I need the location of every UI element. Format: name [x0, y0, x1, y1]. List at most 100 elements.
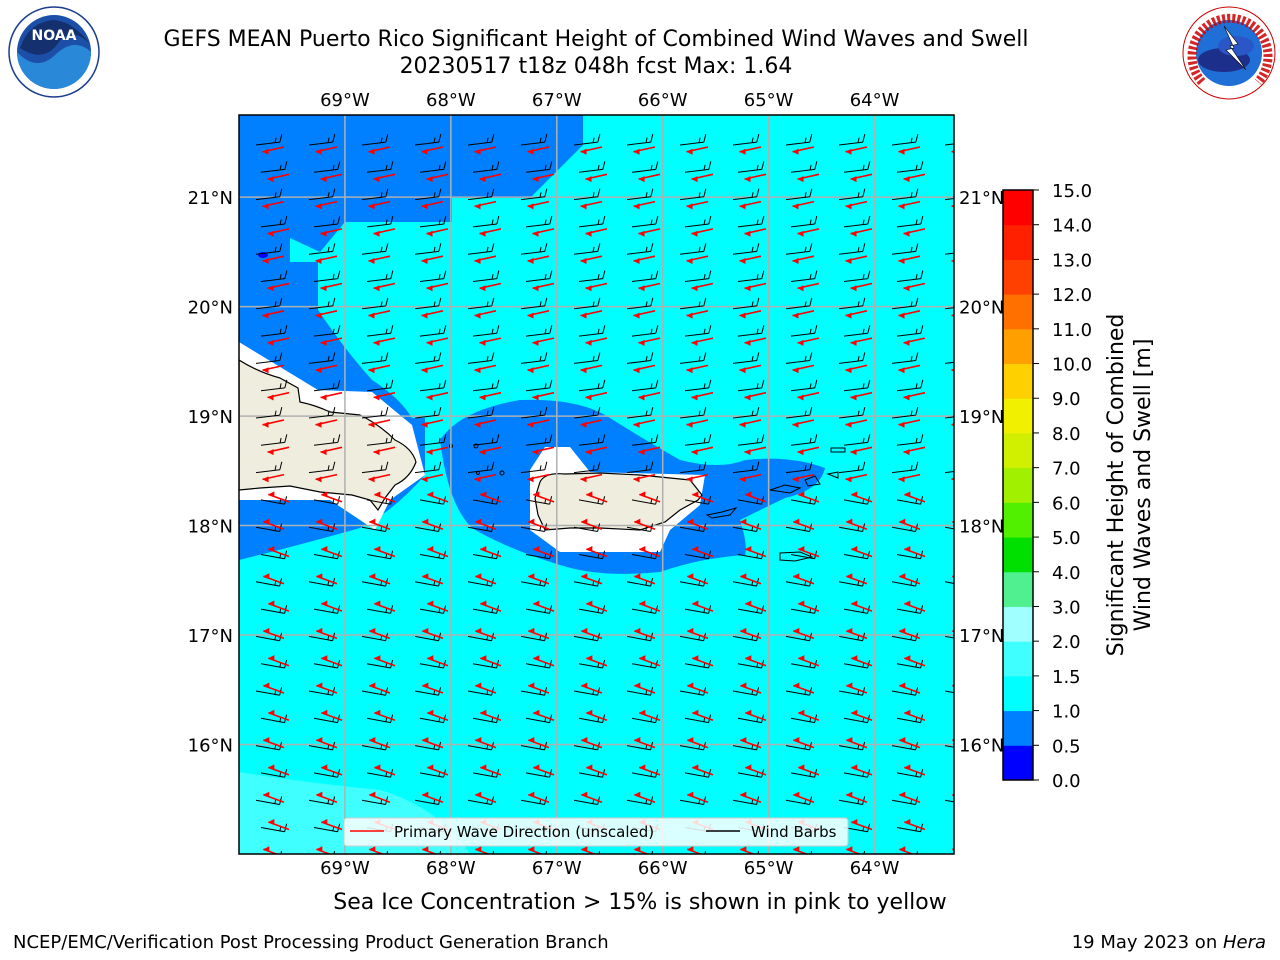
colorbar-tick: 12.0 [1052, 285, 1092, 306]
wind-barb [843, 215, 871, 228]
wave-arrow [798, 491, 820, 503]
wave-arrow [527, 419, 550, 428]
colorbar-tick: 0.5 [1052, 736, 1081, 757]
wave-arrow [479, 282, 502, 292]
wind-barb [737, 215, 765, 228]
wave-arrow [369, 682, 391, 694]
wave-arrow [580, 255, 603, 265]
forecast-subtitle: 20230517 t18z 048h fcst Max: 1.64 [399, 54, 793, 79]
wave-arrow [373, 228, 396, 237]
wave-arrow [262, 364, 285, 374]
lat-label: 18°N [188, 517, 233, 538]
wind-barb [255, 297, 283, 310]
wave-arrow [586, 655, 608, 667]
wave-arrow [638, 391, 661, 401]
wave-arrow [422, 846, 438, 854]
colorbar-tick: 4.0 [1052, 563, 1081, 584]
colorbar-segment [1003, 259, 1033, 295]
wave-arrow [527, 200, 550, 210]
wind-barb [896, 379, 924, 392]
wave-arrow [638, 282, 661, 292]
wind-barb [361, 243, 389, 255]
wave-arrow [846, 518, 868, 530]
wind-barb [573, 188, 601, 201]
wind-barb [525, 270, 553, 282]
latitude-labels-left: 21°N 20°N 19°N 18°N 17°N 16°N [188, 188, 233, 756]
wave-arrow [315, 419, 338, 428]
lat-label: 16°N [188, 736, 233, 757]
wind-barb [838, 134, 866, 146]
wind-barb [414, 407, 442, 419]
wave-arrow [581, 737, 603, 749]
wave-arrow [691, 282, 714, 292]
wave-arrow [268, 818, 290, 831]
wave-arrow [527, 364, 550, 374]
wave-arrow [903, 391, 926, 401]
wave-arrow [373, 173, 396, 183]
wave-arrow [581, 846, 597, 854]
wind-barb [520, 188, 548, 201]
wave-arrow [267, 173, 290, 183]
wind-barb [414, 188, 442, 201]
wave-arrow [426, 228, 449, 237]
lon-label: 64°W [850, 858, 900, 879]
colorbar-segment [1003, 537, 1033, 573]
wave-arrow [421, 200, 444, 210]
colorbar-tick: 5.0 [1052, 528, 1081, 549]
wave-arrow [533, 764, 555, 776]
wave-arrow [634, 573, 656, 585]
lon-label: 66°W [638, 90, 688, 111]
wind-barb [472, 325, 500, 337]
lon-label: 68°W [426, 90, 476, 111]
wind-barb [891, 461, 919, 474]
colorbar-segment [1003, 467, 1033, 503]
wave-arrow [263, 518, 285, 530]
wave-arrow [952, 684, 954, 687]
lon-label: 67°W [532, 90, 582, 111]
wind-barb [540, 850, 548, 854]
wind-barb [361, 297, 389, 310]
wave-arrow [633, 200, 656, 210]
wind-barb [573, 461, 601, 474]
lat-label: 17°N [188, 626, 233, 647]
wave-arrow [422, 791, 444, 803]
wave-arrow [321, 709, 343, 722]
wave-arrow [320, 228, 343, 237]
wave-arrow [744, 337, 767, 346]
colorbar-tick: 0.0 [1052, 771, 1081, 792]
wave-arrow [691, 391, 714, 401]
wave-arrow [744, 228, 767, 237]
lat-label: 17°N [959, 626, 1004, 647]
wave-arrow [739, 255, 762, 265]
wave-arrow [745, 655, 767, 667]
wave-arrow [639, 764, 661, 776]
wind-barb [313, 161, 341, 173]
wave-arrow [374, 600, 396, 612]
wave-arrow [797, 337, 820, 346]
wave-arrow [368, 473, 391, 483]
wind-barb [467, 297, 495, 310]
wave-arrow [580, 364, 603, 374]
wind-barb [434, 850, 442, 854]
wave-arrow [321, 600, 343, 612]
lon-label: 69°W [320, 858, 370, 879]
wind-barb [785, 352, 813, 364]
wind-barb [366, 379, 394, 392]
wave-arrow [792, 473, 815, 483]
wind-barb [732, 243, 760, 255]
wind-barb [737, 270, 765, 282]
wave-arrow [585, 446, 608, 456]
wind-barb [414, 461, 442, 474]
wave-arrow [528, 627, 550, 640]
wave-arrow [686, 364, 709, 374]
wave-arrow [585, 228, 608, 237]
wave-arrow [792, 364, 815, 374]
wind-barb [260, 215, 288, 228]
wave-arrow [426, 391, 449, 401]
wind-barb [313, 434, 341, 446]
wave-arrow [687, 791, 709, 803]
wind-barb [525, 215, 553, 228]
wave-arrow [851, 491, 873, 503]
wind-barb [487, 850, 495, 854]
